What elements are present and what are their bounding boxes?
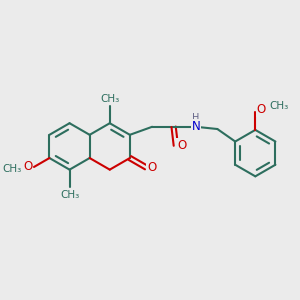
Text: CH₃: CH₃ xyxy=(60,190,80,200)
Text: O: O xyxy=(177,139,186,152)
Text: CH₃: CH₃ xyxy=(100,94,119,104)
Text: O: O xyxy=(23,160,32,173)
Text: O: O xyxy=(256,103,266,116)
Text: N: N xyxy=(192,120,200,133)
Text: CH₃: CH₃ xyxy=(269,101,288,111)
Text: CH₃: CH₃ xyxy=(2,164,21,174)
Text: H: H xyxy=(192,113,200,123)
Text: O: O xyxy=(147,161,157,174)
